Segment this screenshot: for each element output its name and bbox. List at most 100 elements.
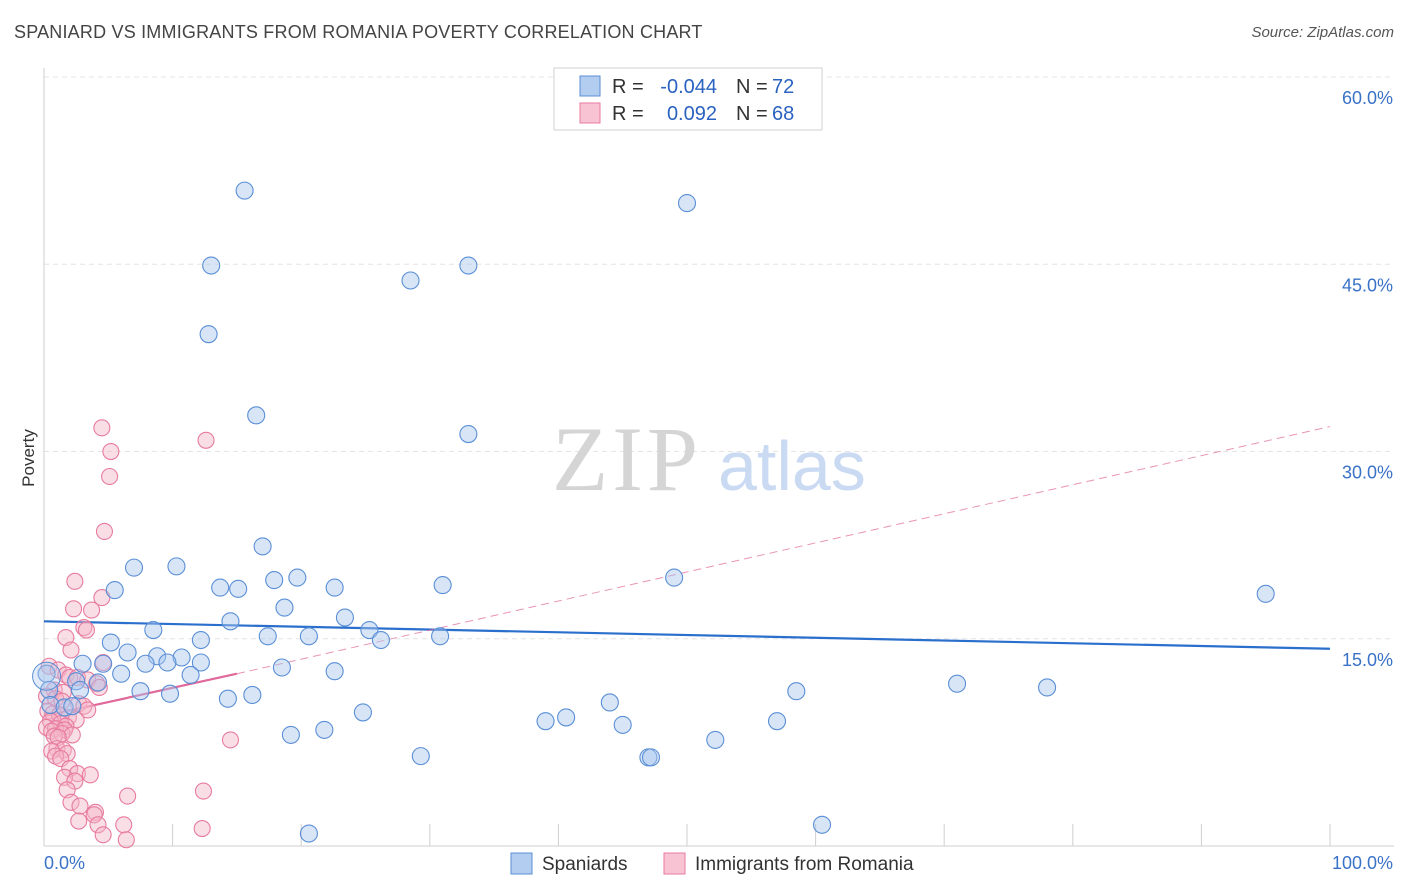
romania-point <box>221 731 240 749</box>
spaniard-point <box>253 537 272 556</box>
romania-point <box>102 442 120 461</box>
spaniard-point <box>199 325 218 344</box>
romania-point <box>119 787 137 805</box>
legend-swatch-romania <box>579 102 601 124</box>
legend-n-value-spaniards: 72 <box>772 76 794 98</box>
spaniard-point <box>94 654 113 673</box>
spaniard-point <box>431 627 450 646</box>
x-tick-label-min: 0.0% <box>44 853 85 873</box>
spaniard-point <box>172 648 191 667</box>
spaniard-point <box>124 558 144 577</box>
y-tick-label-60: 60.0% <box>1342 88 1393 108</box>
spaniard-point <box>211 578 230 597</box>
spaniard-point <box>202 256 221 275</box>
spaniard-point <box>401 271 420 290</box>
spaniard-point <box>67 672 86 691</box>
romania-point <box>77 621 95 639</box>
romania-point <box>93 419 111 437</box>
spaniard-point <box>353 703 372 722</box>
series-legend-swatch-romania <box>663 852 686 875</box>
spaniard-point <box>281 725 300 744</box>
legend-swatch-spaniards <box>579 75 601 97</box>
romania-point <box>66 572 84 590</box>
y-tick-label-30: 30.0% <box>1342 463 1393 483</box>
romania-point <box>101 467 119 486</box>
series-legend-label-romania: Immigrants from Romania <box>695 854 914 875</box>
spaniard-point <box>55 698 74 717</box>
spaniard-point <box>218 689 237 708</box>
romania-point <box>194 782 213 800</box>
trend-line-romania-extrapolated <box>236 426 1331 675</box>
spaniard-point <box>229 579 248 598</box>
spaniard-point <box>275 598 294 617</box>
romania-point <box>65 600 83 618</box>
romania-point <box>43 722 61 740</box>
spaniard-point <box>948 674 967 693</box>
tick-labels: 15.0% 30.0% 45.0% 60.0% 0.0% 100.0% <box>44 88 1393 873</box>
spaniard-point <box>665 568 684 587</box>
spaniard-point <box>243 685 262 705</box>
watermark: ZIP atlas <box>552 408 866 510</box>
romania-point <box>56 768 74 786</box>
spaniard-point <box>641 748 661 767</box>
axes <box>43 68 1394 847</box>
spaniard-point <box>131 682 150 701</box>
spaniard-point <box>371 630 390 650</box>
spaniard-point <box>677 194 697 213</box>
legend-r-value-spaniards: -0.044 <box>660 76 717 98</box>
legend-r-value-romania: 0.092 <box>667 103 717 125</box>
spaniard-point-large <box>32 661 62 691</box>
spaniard-point <box>360 620 379 640</box>
spaniard-point <box>459 256 478 275</box>
spaniard-point <box>112 664 131 683</box>
romania-point <box>62 641 80 659</box>
spaniard-point <box>1038 678 1057 697</box>
romania-point <box>62 793 80 811</box>
romania-point <box>83 601 101 619</box>
spaniard-point <box>101 633 120 652</box>
series-legend-swatch-spaniards <box>510 852 533 875</box>
spaniard-point <box>258 627 277 646</box>
spaniard-point <box>158 653 177 672</box>
spaniard-point <box>812 815 832 834</box>
spaniard-point <box>299 824 318 843</box>
x-tick-label-max: 100.0% <box>1332 853 1393 873</box>
romania-point <box>193 819 211 838</box>
spaniard-point <box>557 708 576 727</box>
spaniard-point <box>1256 584 1275 603</box>
spaniard-point <box>335 608 354 627</box>
source-label: Source: ZipAtlas.com <box>1251 24 1394 41</box>
series-legend-label-spaniards: Spaniards <box>542 854 628 875</box>
legend-r-label-romania: R = <box>612 103 644 125</box>
spaniard-point <box>787 682 806 701</box>
spaniard-point <box>600 693 619 712</box>
spaniard-point <box>299 627 318 646</box>
romania-point <box>89 816 107 834</box>
romania-point <box>57 628 75 647</box>
spaniard-point <box>325 578 344 597</box>
spaniard-point <box>63 697 82 716</box>
romania-point <box>94 826 112 844</box>
spaniard-point <box>73 654 92 673</box>
romania-point <box>71 797 89 815</box>
spaniard-point <box>288 568 307 587</box>
romania-point <box>95 522 113 540</box>
spaniard-point <box>136 654 155 673</box>
chart-title: SPANIARD VS IMMIGRANTS FROM ROMANIA POVE… <box>14 22 703 42</box>
series-legend: Spaniards Immigrants from Romania <box>510 852 914 875</box>
spaniard-point <box>41 695 60 714</box>
watermark-zip: ZIP <box>552 408 702 510</box>
stats-legend: R = -0.044 N = 72 R = 0.092 N = 68 <box>553 67 823 131</box>
spaniard-point <box>272 658 291 677</box>
spaniard-point <box>315 720 334 739</box>
spaniard-point <box>191 630 210 650</box>
legend-n-label-romania: N = <box>736 103 768 125</box>
legend-n-label-spaniards: N = <box>736 76 768 98</box>
spaniard-point <box>167 557 186 576</box>
spaniard-point <box>118 643 137 662</box>
y-tick-label-45: 45.0% <box>1342 275 1393 295</box>
spaniard-point <box>160 684 180 703</box>
spaniard-point <box>613 715 632 734</box>
spaniard-point <box>181 665 200 685</box>
